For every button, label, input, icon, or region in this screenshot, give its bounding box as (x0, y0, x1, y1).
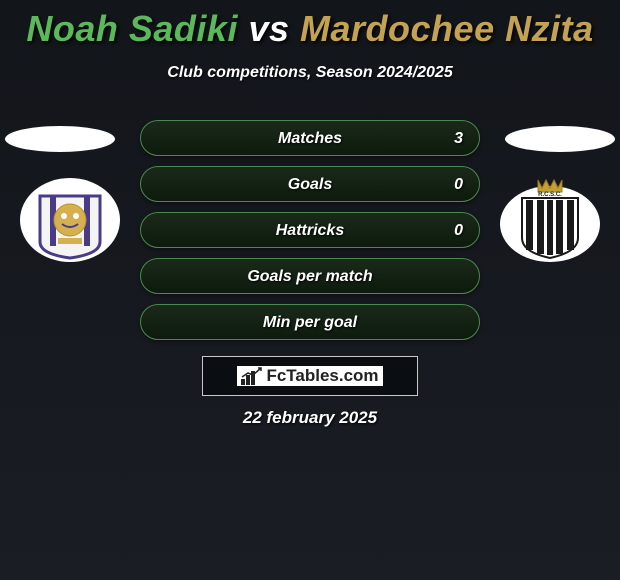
date-line: 22 february 2025 (0, 408, 620, 428)
brand-label: FcTables.com (266, 366, 378, 386)
subtitle: Club competitions, Season 2024/2025 (0, 64, 620, 82)
brand-box: FcTables.com (202, 356, 418, 396)
left-ellipse (5, 126, 115, 152)
brand-text: FcTables.com (237, 366, 382, 386)
svg-text:R.C.S.C.: R.C.S.C. (538, 192, 562, 198)
stat-pill: Goals 0 (140, 166, 480, 202)
comparison-title: Noah Sadiki vs Mardochee Nzita (0, 0, 620, 50)
right-ellipse (505, 126, 615, 152)
stat-label: Goals per match (141, 259, 479, 295)
stat-pill: Goals per match (140, 258, 480, 294)
left-club-crest (20, 178, 120, 262)
stat-value: 3 (454, 121, 463, 157)
right-club-crest: R.C.S.C. (500, 178, 600, 262)
stat-pill: Min per goal (140, 304, 480, 340)
stat-label: Goals (141, 167, 479, 203)
stat-label: Min per goal (141, 305, 479, 341)
player2-name: Mardochee Nzita (300, 8, 594, 49)
stat-value: 0 (454, 167, 463, 203)
stat-pill-stack: Matches 3 Goals 0 Hattricks 0 Goals per … (140, 120, 480, 350)
stat-label: Matches (141, 121, 479, 157)
stat-pill: Hattricks 0 (140, 212, 480, 248)
player1-name: Noah Sadiki (26, 8, 238, 49)
vs-text: vs (248, 8, 289, 49)
stat-pill: Matches 3 (140, 120, 480, 156)
stat-label: Hattricks (141, 213, 479, 249)
stat-value: 0 (454, 213, 463, 249)
